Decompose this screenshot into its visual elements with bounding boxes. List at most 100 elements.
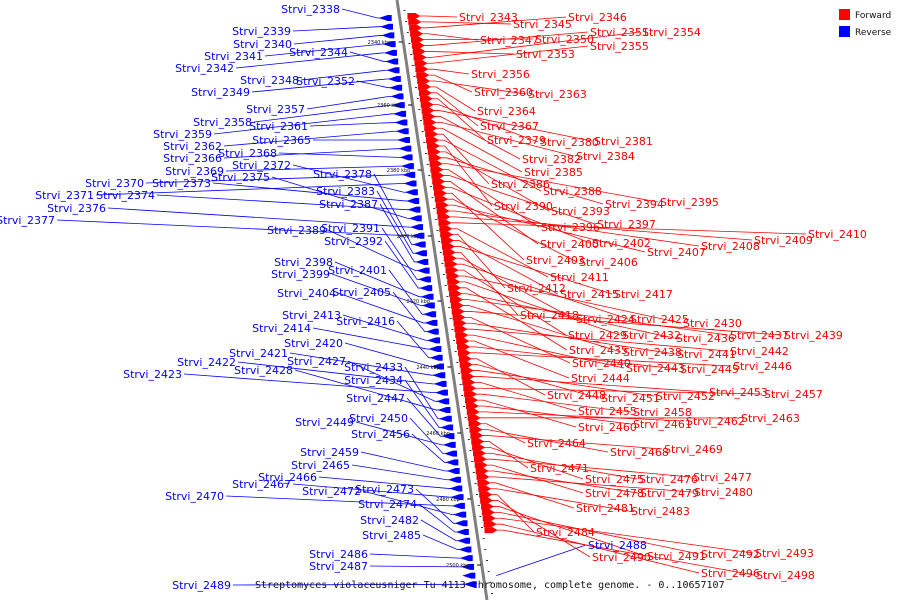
gene-label[interactable]: Strvi_2498 xyxy=(756,569,815,582)
gene-label[interactable]: Strvi_2338 xyxy=(281,3,340,16)
gene-label[interactable]: Strvi_2469 xyxy=(664,443,723,456)
gene-label[interactable]: Strvi_2440 xyxy=(572,357,631,370)
gene-label[interactable]: Strvi_2359 xyxy=(153,128,212,141)
gene-label[interactable]: Strvi_2357 xyxy=(246,103,305,116)
gene-label[interactable]: Strvi_2466 xyxy=(258,471,317,484)
gene-label[interactable]: Strvi_2374 xyxy=(96,189,155,202)
gene-label[interactable]: Strvi_2460 xyxy=(578,421,637,434)
gene-label[interactable]: Strvi_2481 xyxy=(576,502,635,515)
gene-label[interactable]: Strvi_2472 xyxy=(302,485,361,498)
gene-label[interactable]: Strvi_2404 xyxy=(277,287,336,300)
gene-label[interactable]: Strvi_2351 xyxy=(590,26,649,39)
gene-label[interactable]: Strvi_2380 xyxy=(540,136,599,149)
gene-label[interactable]: Strvi_2398 xyxy=(274,256,333,269)
gene-label[interactable]: Strvi_2385 xyxy=(524,166,583,179)
gene-label[interactable]: Strvi_2421 xyxy=(229,347,288,360)
gene-label[interactable]: Strvi_2342 xyxy=(175,62,234,75)
gene-label[interactable]: Strvi_2347 xyxy=(480,34,539,47)
gene-label[interactable]: Strvi_2471 xyxy=(530,462,589,475)
gene-label[interactable]: Strvi_2350 xyxy=(535,33,594,46)
gene-label[interactable]: Strvi_2470 xyxy=(165,490,224,503)
gene-label[interactable]: Strvi_2383 xyxy=(316,185,375,198)
gene-label[interactable]: Strvi_2425 xyxy=(630,313,689,326)
gene-label[interactable]: Strvi_2364 xyxy=(477,105,536,118)
gene-label[interactable]: Strvi_2401 xyxy=(328,264,387,277)
gene-label[interactable]: Strvi_2443 xyxy=(626,362,685,375)
gene-label[interactable]: Strvi_2392 xyxy=(324,235,383,248)
gene-label[interactable]: Strvi_2388 xyxy=(543,185,602,198)
gene-label[interactable]: Strvi_2403 xyxy=(526,254,585,267)
gene-label[interactable]: Strvi_2386 xyxy=(491,178,550,191)
gene-label[interactable]: Strvi_2480 xyxy=(694,486,753,499)
gene-label[interactable]: Strvi_2365 xyxy=(252,134,311,147)
gene-label[interactable]: Strvi_2437 xyxy=(730,329,789,342)
gene-label[interactable]: Strvi_2491 xyxy=(647,550,706,563)
gene-label[interactable]: Strvi_2478 xyxy=(585,487,644,500)
gene-label[interactable]: Strvi_2468 xyxy=(610,446,669,459)
gene-label[interactable]: Strvi_2420 xyxy=(284,337,343,350)
gene-label[interactable]: Strvi_2395 xyxy=(660,196,719,209)
gene-label[interactable]: Strvi_2459 xyxy=(300,446,359,459)
gene-label[interactable]: Strvi_2355 xyxy=(590,40,649,53)
gene-label[interactable]: Strvi_2427 xyxy=(287,355,346,368)
gene-label[interactable]: Strvi_2393 xyxy=(551,205,610,218)
gene-label[interactable]: Strvi_2448 xyxy=(547,389,606,402)
gene-label[interactable]: Strvi_2378 xyxy=(313,168,372,181)
gene-label[interactable]: Strvi_2479 xyxy=(640,487,699,500)
gene-label[interactable]: Strvi_2435 xyxy=(569,344,628,357)
gene-label[interactable]: Strvi_2353 xyxy=(516,48,575,61)
gene-label[interactable]: Strvi_2436 xyxy=(676,332,735,345)
gene-label[interactable]: Strvi_2453 xyxy=(709,386,768,399)
gene-label[interactable]: Strvi_2446 xyxy=(733,360,792,373)
gene-label[interactable]: Strvi_2429 xyxy=(568,329,627,342)
gene-label[interactable]: Strvi_2408 xyxy=(701,240,760,253)
gene-label[interactable]: Strvi_2362 xyxy=(163,140,222,153)
gene-label[interactable]: Strvi_2367 xyxy=(480,120,539,133)
gene-label[interactable]: Strvi_2444 xyxy=(571,372,630,385)
gene-label[interactable]: Strvi_2433 xyxy=(344,361,403,374)
gene-label[interactable]: Strvi_2399 xyxy=(271,268,330,281)
gene-label[interactable]: Strvi_2458 xyxy=(633,406,692,419)
gene-label[interactable]: Strvi_2485 xyxy=(362,529,421,542)
gene-label[interactable]: Strvi_2391 xyxy=(321,222,380,235)
gene-label[interactable]: Strvi_2465 xyxy=(291,459,350,472)
gene-label[interactable]: Strvi_2450 xyxy=(349,412,408,425)
gene-label[interactable]: Strvi_2439 xyxy=(784,329,843,342)
gene-label[interactable]: Strvi_2366 xyxy=(163,152,222,165)
gene-label[interactable]: Strvi_2462 xyxy=(686,415,745,428)
gene-label[interactable]: Strvi_2438 xyxy=(623,346,682,359)
gene-label[interactable]: Strvi_2343 xyxy=(459,11,518,24)
gene-label[interactable]: Strvi_2457 xyxy=(764,388,823,401)
gene-label[interactable]: Strvi_2441 xyxy=(677,348,736,361)
gene-label[interactable]: Strvi_2340 xyxy=(233,38,292,51)
gene-label[interactable]: Strvi_2449 xyxy=(295,416,354,429)
gene-label[interactable]: Strvi_2428 xyxy=(234,364,293,377)
gene-label[interactable]: Strvi_2487 xyxy=(309,560,368,573)
gene-label[interactable]: Strvi_2348 xyxy=(240,74,299,87)
gene-label[interactable]: Strvi_2451 xyxy=(601,392,660,405)
gene-label[interactable]: Strvi_2475 xyxy=(585,473,644,486)
gene-label[interactable]: Strvi_2422 xyxy=(177,356,236,369)
gene-label[interactable]: Strvi_2407 xyxy=(647,246,706,259)
gene-label[interactable]: Strvi_2482 xyxy=(360,514,419,527)
gene-label[interactable]: Strvi_2412 xyxy=(507,282,566,295)
gene-label[interactable]: Strvi_2339 xyxy=(232,25,291,38)
gene-label[interactable]: Strvi_2432 xyxy=(622,329,681,342)
gene-label[interactable]: Strvi_2361 xyxy=(249,120,308,133)
gene-label[interactable]: Strvi_2490 xyxy=(592,551,651,564)
gene-label[interactable]: Strvi_2397 xyxy=(597,218,656,231)
gene-label[interactable]: Strvi_2370 xyxy=(85,177,144,190)
gene-label[interactable]: Strvi_2461 xyxy=(633,418,692,431)
gene-label[interactable]: Strvi_2409 xyxy=(754,234,813,247)
gene-label[interactable]: Strvi_2382 xyxy=(522,153,581,166)
gene-label[interactable]: Strvi_2344 xyxy=(289,46,348,59)
gene-label[interactable]: Strvi_2381 xyxy=(594,135,653,148)
gene-label[interactable]: Strvi_2442 xyxy=(730,345,789,358)
gene-label[interactable]: Strvi_2488 xyxy=(588,539,647,552)
gene-label[interactable]: Strvi_2368 xyxy=(218,147,277,160)
gene-label[interactable]: Strvi_2400 xyxy=(540,238,599,251)
gene-label[interactable]: Strvi_2341 xyxy=(204,50,263,63)
gene-label[interactable]: Strvi_2379 xyxy=(487,134,546,147)
gene-label[interactable]: Strvi_2445 xyxy=(680,363,739,376)
gene-label[interactable]: Strvi_2346 xyxy=(568,11,627,24)
